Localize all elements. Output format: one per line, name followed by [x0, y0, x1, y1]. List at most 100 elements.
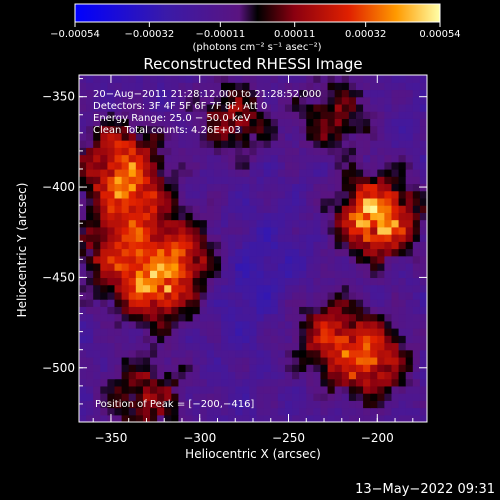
heatmap-cell [213, 111, 222, 119]
heatmap-cell [299, 161, 307, 170]
heatmap-cell [398, 299, 407, 307]
heatmap-cell [256, 262, 265, 271]
heatmap-cell [121, 356, 130, 365]
heatmap-cell [206, 226, 215, 235]
heatmap-cell [334, 82, 343, 91]
heatmap-cell [256, 291, 265, 300]
heatmap-cell [377, 393, 385, 401]
heatmap-cell [334, 111, 343, 119]
heatmap-cell [157, 328, 165, 336]
heatmap-cell [419, 205, 427, 213]
heatmap-cell [412, 176, 421, 185]
heatmap-cell [150, 205, 158, 213]
heatmap-cell [121, 161, 130, 170]
heatmap-cell [370, 197, 378, 206]
heatmap-cell [199, 205, 208, 213]
heatmap-cell [171, 371, 180, 380]
heatmap-cell [150, 154, 158, 163]
heatmap-cell [86, 89, 94, 98]
heatmap-cell [384, 96, 393, 105]
heatmap-cell [284, 197, 293, 206]
heatmap-cell [384, 140, 393, 148]
heatmap-cell [206, 212, 215, 221]
heatmap-cell [171, 226, 180, 235]
heatmap-cell [398, 111, 407, 119]
heatmap-cell [256, 342, 265, 351]
heatmap-cell [277, 154, 286, 163]
heatmap-cell [100, 320, 109, 329]
heatmap-cell [206, 306, 215, 315]
heatmap-cell [235, 306, 243, 315]
heatmap-cell [150, 96, 158, 105]
heatmap-cell [341, 414, 350, 422]
heatmap-cell [284, 103, 293, 112]
heatmap-cell [93, 313, 101, 322]
heatmap-cell [86, 270, 94, 279]
heatmap-cell [348, 277, 357, 286]
heatmap-cell [235, 393, 243, 401]
heatmap-cell [334, 234, 343, 242]
heatmap-cell [107, 371, 116, 380]
heatmap-cell [100, 400, 109, 409]
heatmap-cell [313, 393, 322, 401]
heatmap-cell [419, 371, 427, 380]
heatmap-cell [270, 291, 279, 300]
heatmap-cell [412, 299, 421, 307]
heatmap-cell [398, 118, 407, 127]
y-axis-label: Heliocentric Y (arcsec) [15, 183, 29, 318]
heatmap-cell [100, 378, 109, 387]
heatmap-cell [277, 277, 286, 286]
heatmap-cell [86, 118, 94, 127]
heatmap-cell [405, 168, 414, 177]
heatmap-cell [299, 400, 307, 409]
heatmap-cell [412, 393, 421, 401]
heatmap-cell [405, 103, 414, 112]
heatmap-cell [412, 277, 421, 286]
heatmap-cell [277, 96, 286, 105]
heatmap-cell [419, 320, 427, 329]
heatmap-cell [377, 277, 385, 286]
heatmap-cell [292, 407, 300, 416]
heatmap-cell [206, 378, 215, 387]
heatmap-cell [206, 125, 215, 134]
heatmap-cell [299, 241, 307, 250]
heatmap-cell [355, 371, 364, 380]
heatmap-cell [292, 270, 300, 279]
heatmap-cell [121, 89, 130, 98]
heatmap-cell [199, 140, 208, 148]
heatmap-cell [107, 125, 116, 134]
heatmap-cell [391, 96, 400, 105]
heatmap-cell [391, 277, 400, 286]
heatmap-cell [242, 385, 251, 394]
heatmap-cell [178, 400, 187, 409]
heatmap-cell [355, 364, 364, 372]
heatmap-cell [377, 335, 385, 344]
heatmap-cell [128, 118, 137, 127]
heatmap-cell [391, 132, 400, 141]
heatmap-cell [228, 241, 236, 250]
heatmap-cell [327, 219, 336, 228]
heatmap-cell [192, 291, 201, 300]
heatmap-cell [192, 248, 201, 257]
heatmap-cell [128, 262, 137, 271]
heatmap-cell [206, 75, 215, 83]
heatmap-cell [249, 306, 258, 315]
heatmap-cell [235, 371, 243, 380]
heatmap-cell [242, 125, 251, 134]
heatmap-cell [284, 320, 293, 329]
heatmap-cell [128, 385, 137, 394]
heatmap-cell [171, 328, 180, 336]
heatmap-cell [292, 219, 300, 228]
heatmap-cell [348, 111, 357, 119]
heatmap-cell [384, 393, 393, 401]
heatmap-cell [391, 82, 400, 91]
heatmap-cell [348, 103, 357, 112]
heatmap-cell [256, 400, 265, 409]
heatmap-cell [178, 364, 187, 372]
heatmap-cell [334, 241, 343, 250]
heatmap-cell [100, 356, 109, 365]
heatmap-cell [363, 385, 371, 394]
heatmap-cell [355, 385, 364, 394]
heatmap-cell [334, 226, 343, 235]
heatmap-cell [348, 241, 357, 250]
